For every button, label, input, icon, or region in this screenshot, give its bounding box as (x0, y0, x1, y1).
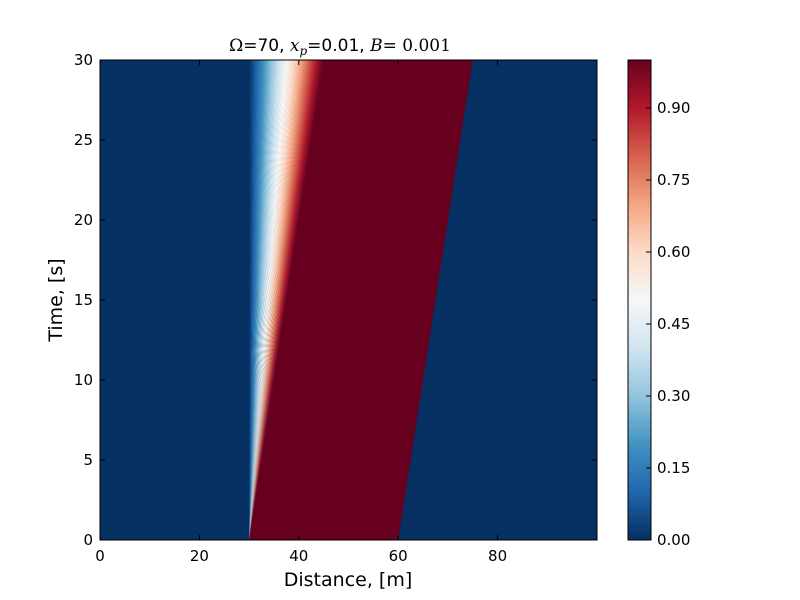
x-axis-ticks: 0 20 40 60 80 (95, 60, 507, 565)
x-axis-label: Distance, [m] (284, 569, 413, 591)
y-tick-label: 15 (74, 291, 93, 309)
colorbar-tick-label: 0.00 (657, 531, 690, 549)
colorbar-tick-label: 0.90 (657, 99, 690, 117)
title-omega-value: =70, (243, 36, 290, 56)
y-axis-ticks: 0 5 10 15 20 25 30 (74, 51, 597, 549)
colorbar-tick-label: 0.60 (657, 243, 690, 261)
colorbar-tick-label: 0.45 (657, 315, 690, 333)
title-omega-symbol: Ω (229, 36, 243, 56)
title-xp-subscript: p (299, 44, 307, 58)
x-tick-label: 80 (488, 547, 507, 565)
chart-title: Ω=70, xp=0.01, B= 0.001 (229, 36, 451, 58)
heatmap-plot-area (100, 60, 597, 540)
y-tick-label: 10 (74, 371, 93, 389)
title-b-symbol: B (369, 36, 383, 56)
colorbar-tick-label: 0.15 (657, 459, 690, 477)
y-axis-label: Time, [s] (45, 258, 67, 342)
y-tick-label: 20 (74, 211, 93, 229)
title-xp-value: =0.01, (307, 36, 370, 56)
y-tick-label: 0 (83, 531, 93, 549)
title-b-value: = 0.001 (383, 36, 451, 56)
x-tick-label: 60 (389, 547, 408, 565)
heatmap-fan-strip (249, 60, 324, 540)
colorbar-tick-label: 0.75 (657, 171, 690, 189)
y-tick-label: 5 (83, 451, 93, 469)
title-xp-symbol: x (290, 36, 300, 56)
x-tick-label: 40 (289, 547, 308, 565)
x-tick-label: 20 (190, 547, 209, 565)
x-tick-label: 0 (95, 547, 105, 565)
y-tick-label: 30 (74, 51, 93, 69)
colorbar-ticks: 0.00 0.15 0.30 0.45 0.60 0.75 0.90 (646, 99, 690, 549)
colorbar-tick-label: 0.30 (657, 387, 690, 405)
y-tick-label: 25 (74, 131, 93, 149)
colorbar (627, 59, 652, 541)
